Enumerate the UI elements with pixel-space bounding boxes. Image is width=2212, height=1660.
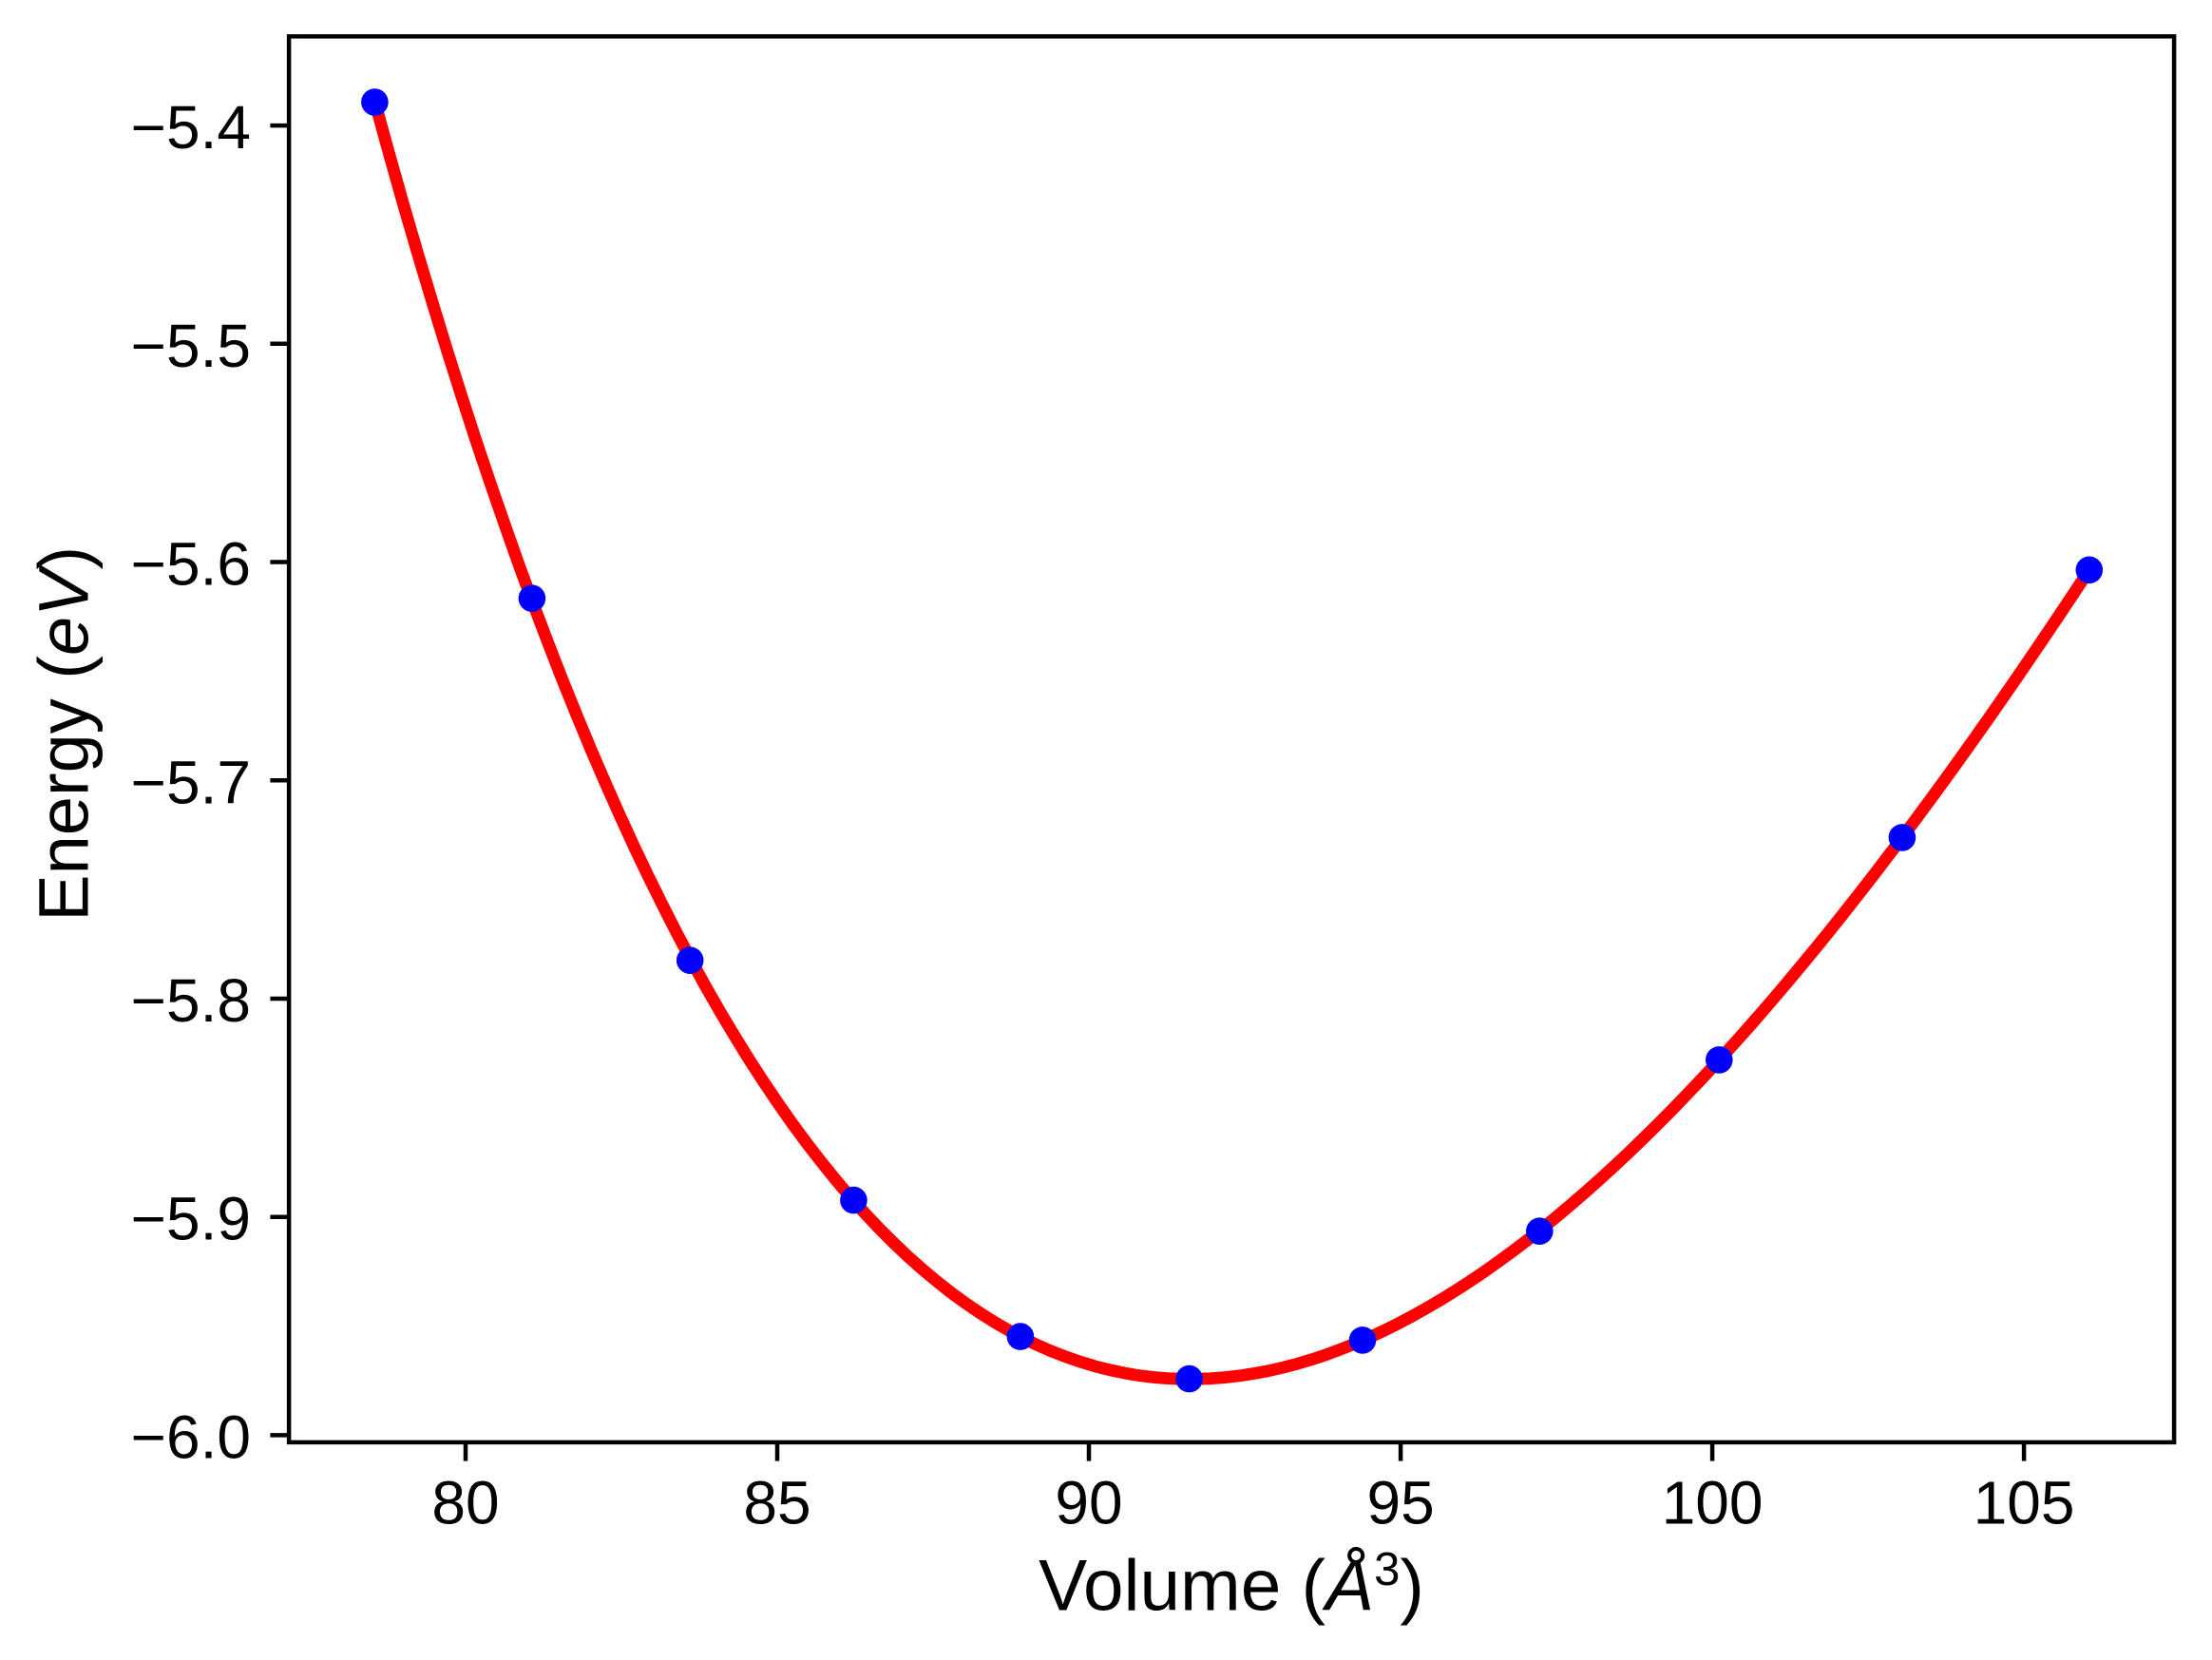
svg-text:−5.9: −5.9 (131, 1185, 251, 1253)
svg-text:105: 105 (1974, 1469, 2075, 1537)
svg-text:100: 100 (1662, 1469, 1764, 1537)
svg-text:−5.6: −5.6 (131, 530, 251, 599)
svg-text:80: 80 (431, 1469, 499, 1537)
svg-text:−5.7: −5.7 (131, 748, 251, 816)
svg-text:−6.0: −6.0 (131, 1402, 251, 1471)
svg-text:95: 95 (1367, 1469, 1435, 1537)
svg-text:−5.4: −5.4 (131, 93, 251, 162)
svg-text:85: 85 (743, 1469, 810, 1537)
svg-text:Energy (eV): Energy (eV) (25, 546, 104, 922)
svg-text:90: 90 (1055, 1469, 1122, 1537)
svg-text:Volume (Å3): Volume (Å3) (1039, 1544, 1424, 1627)
svg-text:−5.5: −5.5 (131, 312, 251, 380)
svg-text:−5.8: −5.8 (131, 966, 251, 1035)
